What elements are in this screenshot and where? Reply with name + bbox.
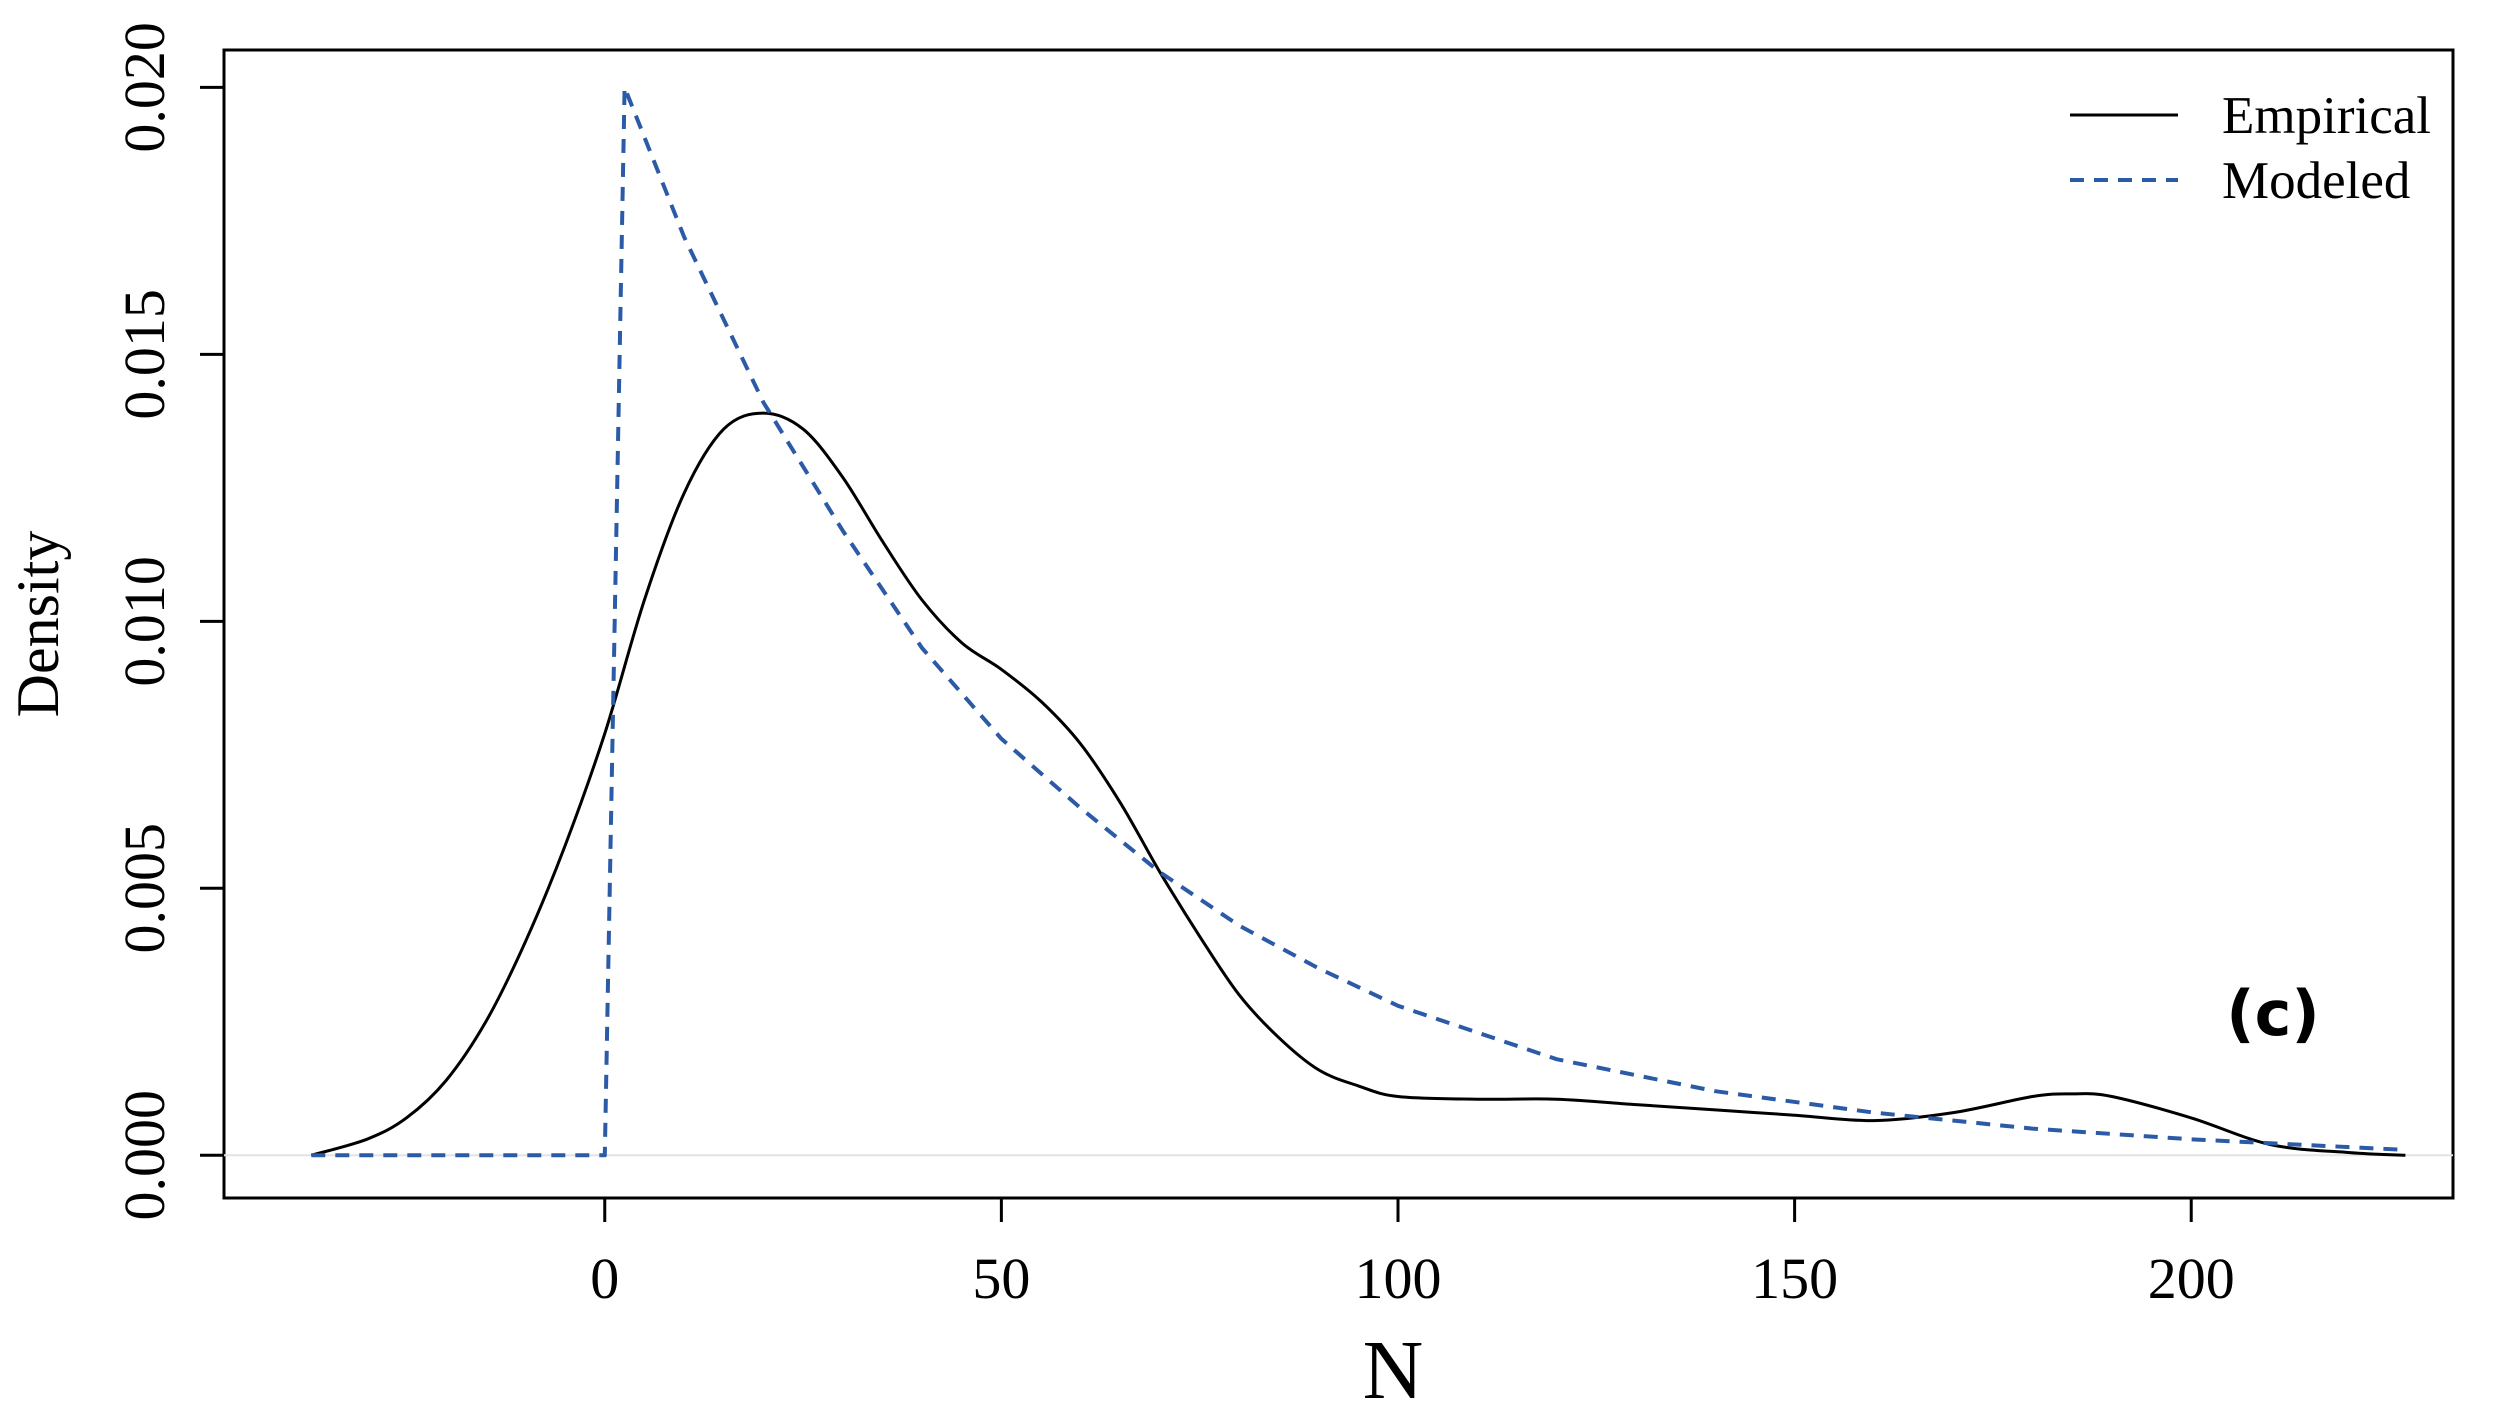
series-lines (310, 85, 2406, 1158)
plot-frame (222, 48, 2455, 1200)
panel-label: (c) (2226, 977, 2319, 1050)
series-line-modeled (311, 85, 2406, 1158)
legend: Empirical Modeled (2070, 87, 2431, 210)
x-tick-label: 100 (1354, 1246, 1441, 1311)
y-tick-label: 0.010 (112, 556, 177, 687)
y-tick-label: 0.005 (112, 823, 177, 954)
y-tick-label: 0.015 (112, 289, 177, 420)
series-line-empirical (310, 411, 2406, 1157)
y-axis: 0.000 0.005 0.010 0.015 0.020 (112, 22, 224, 1221)
x-tick-label: 200 (2148, 1246, 2235, 1311)
y-tick-label: 0.020 (112, 22, 177, 153)
legend-label-modeled: Modeled (2222, 152, 2410, 210)
x-tick-label: 0 (590, 1246, 619, 1311)
x-axis-title: N (1363, 1324, 1424, 1417)
x-axis: 0 50 100 150 200 (590, 1198, 2235, 1311)
y-axis-title: Density (5, 531, 71, 718)
y-tick-label: 0.000 (112, 1090, 177, 1221)
x-tick-label: 150 (1751, 1246, 1838, 1311)
x-tick-label: 50 (972, 1246, 1030, 1311)
legend-label-empirical: Empirical (2222, 87, 2431, 145)
